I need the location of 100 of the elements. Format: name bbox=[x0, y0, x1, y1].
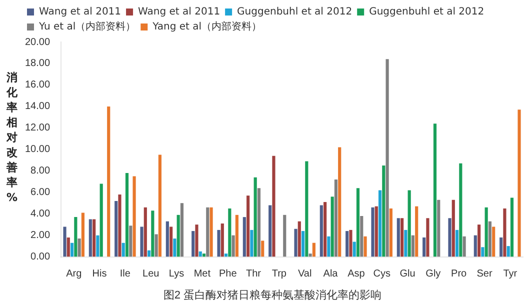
bar bbox=[74, 217, 78, 257]
bar bbox=[481, 247, 484, 257]
x-tick-label: Ile bbox=[120, 268, 131, 280]
x-tick-label: Phe bbox=[218, 268, 238, 280]
x-tick-label: Asp bbox=[348, 268, 366, 280]
bar bbox=[166, 221, 169, 257]
bar bbox=[147, 250, 151, 257]
bar bbox=[118, 194, 122, 257]
bar bbox=[312, 242, 316, 257]
bar bbox=[452, 200, 455, 257]
x-tick-label: Trp bbox=[272, 268, 287, 280]
bar bbox=[206, 207, 210, 257]
bar bbox=[125, 173, 129, 257]
bar bbox=[352, 242, 356, 257]
bar bbox=[100, 184, 103, 257]
bar bbox=[140, 226, 144, 257]
bar bbox=[426, 218, 430, 257]
bar bbox=[195, 224, 198, 257]
bar bbox=[228, 208, 232, 257]
y-tick-label: 18.00 bbox=[24, 58, 50, 70]
x-tick-label: Leu bbox=[142, 268, 160, 280]
text: 图2 蛋白酶对猪日粮每种氨基酸消化率的影响 bbox=[163, 288, 382, 302]
bar bbox=[81, 212, 84, 257]
bar bbox=[114, 200, 118, 257]
bar bbox=[338, 147, 342, 257]
x-tick-label: Thr bbox=[246, 268, 262, 280]
bar bbox=[198, 251, 202, 257]
y-tick-label: 14.00 bbox=[24, 101, 50, 112]
legend-label: Yang et al（内部资料） bbox=[152, 20, 262, 33]
bar bbox=[455, 230, 459, 257]
bar bbox=[437, 200, 440, 257]
legend-label: Wang et al 2011 bbox=[39, 6, 122, 18]
bar bbox=[70, 242, 74, 257]
legend-label: Guggenbuhl et al 2012 bbox=[369, 6, 484, 18]
bar bbox=[96, 235, 100, 257]
bar bbox=[254, 177, 257, 257]
bar bbox=[506, 246, 510, 257]
bar bbox=[346, 231, 349, 257]
x-tick-label: Arg bbox=[66, 268, 82, 280]
bar bbox=[411, 235, 415, 257]
bar bbox=[408, 190, 411, 257]
bar bbox=[415, 206, 418, 257]
bar bbox=[217, 230, 220, 257]
bar bbox=[324, 202, 327, 257]
y-tick-label: 12.00 bbox=[24, 122, 50, 134]
bar bbox=[298, 221, 301, 257]
bar bbox=[250, 230, 254, 257]
bar bbox=[154, 234, 158, 257]
bar bbox=[382, 166, 386, 257]
x-tick-label: Pro bbox=[451, 268, 468, 280]
bar bbox=[327, 236, 330, 257]
bar bbox=[232, 235, 235, 257]
bar bbox=[433, 124, 437, 257]
legend-label: Wang et al 2011 bbox=[138, 6, 220, 18]
bar bbox=[192, 231, 195, 257]
bar bbox=[448, 218, 452, 257]
bar bbox=[242, 217, 246, 257]
bar bbox=[202, 254, 206, 257]
bar bbox=[173, 238, 176, 257]
x-tick-label: Cys bbox=[373, 268, 390, 280]
bar bbox=[246, 196, 250, 257]
y-tick-label: 20.00 bbox=[24, 36, 50, 48]
bar bbox=[488, 221, 492, 257]
bar bbox=[220, 224, 224, 257]
y-tick-label: 10.00 bbox=[24, 144, 50, 156]
y-tick-label: 8.00 bbox=[30, 166, 50, 177]
bar bbox=[170, 226, 173, 257]
bar bbox=[320, 205, 323, 257]
bar bbox=[305, 161, 308, 257]
bar bbox=[356, 188, 360, 257]
x-tick-label: His bbox=[92, 268, 107, 280]
bar bbox=[66, 237, 70, 257]
x-tick-label: Val bbox=[298, 268, 312, 280]
bar bbox=[268, 205, 272, 257]
bar bbox=[459, 163, 462, 257]
bar bbox=[283, 214, 286, 257]
bar bbox=[224, 254, 228, 257]
bar bbox=[371, 207, 374, 257]
bar bbox=[235, 214, 238, 257]
y-tick-label: 6.00 bbox=[30, 187, 50, 198]
x-tick-label: Tyr bbox=[503, 268, 518, 280]
bar bbox=[492, 226, 496, 257]
bar bbox=[210, 207, 213, 257]
bar bbox=[63, 226, 66, 257]
bar bbox=[462, 236, 466, 257]
y-tick-label: 4.00 bbox=[30, 208, 50, 220]
bar bbox=[257, 188, 261, 257]
bar bbox=[404, 230, 408, 257]
bar bbox=[330, 196, 334, 257]
bar bbox=[360, 216, 364, 257]
text: 消化率相对改善率% bbox=[6, 71, 18, 204]
bar bbox=[158, 154, 162, 257]
bar bbox=[78, 238, 81, 257]
bar bbox=[400, 218, 404, 257]
bar bbox=[129, 226, 132, 257]
bar bbox=[107, 106, 110, 257]
bar bbox=[478, 224, 481, 257]
bar bbox=[484, 207, 488, 257]
bar bbox=[422, 237, 426, 257]
legend-label: Yu et al（内部资料） bbox=[38, 20, 136, 33]
